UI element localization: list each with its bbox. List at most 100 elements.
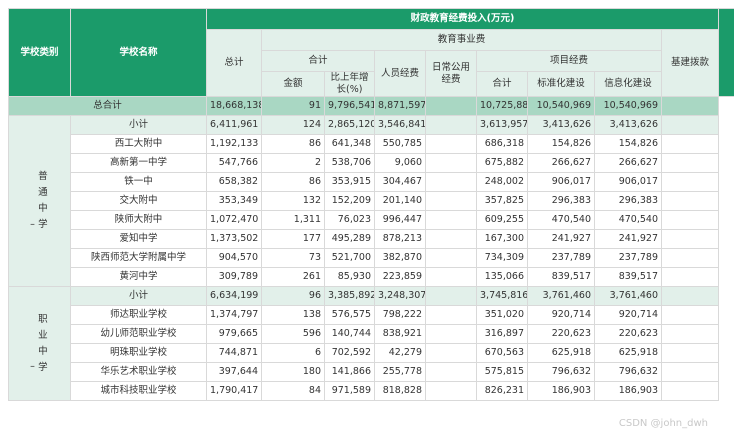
cell-personnel: 495,289 bbox=[324, 229, 375, 249]
subtotal-infra: 3,761,460 bbox=[594, 286, 662, 306]
header-subtotal-group: 合计 bbox=[261, 50, 375, 72]
category-label: 职业中学 bbox=[38, 313, 48, 373]
school-name-cell: 铁一中 bbox=[70, 172, 207, 192]
cell-standard: 351,020 bbox=[476, 305, 528, 325]
overflow-cell bbox=[660, 248, 720, 268]
cell-growth: 86 bbox=[261, 134, 325, 154]
overflow-cell bbox=[660, 343, 720, 363]
table-body: 总合计 18,668,138 91 9,796,541 8,871,597 10… bbox=[8, 96, 734, 401]
cell-total: 658,382 bbox=[206, 172, 262, 192]
school-name-cell: 明珠职业学校 bbox=[70, 343, 207, 363]
cell-personnel: 85,930 bbox=[324, 267, 375, 287]
cell-daily: 255,778 bbox=[374, 362, 426, 382]
cell-standard: 575,815 bbox=[476, 362, 528, 382]
cell-standard: 826,231 bbox=[476, 381, 528, 401]
cell-personnel: 152,209 bbox=[324, 191, 375, 211]
cell-total: 1,192,133 bbox=[206, 134, 262, 154]
overflow-cell bbox=[660, 324, 720, 344]
subtotal-personnel: 2,865,120 bbox=[324, 115, 375, 135]
cell-info: 186,903 bbox=[527, 381, 595, 401]
subtotal-label: 小计 bbox=[70, 115, 207, 135]
cell-growth: 138 bbox=[261, 305, 325, 325]
cell-total: 309,789 bbox=[206, 267, 262, 287]
cell-total: 397,644 bbox=[206, 362, 262, 382]
overflow-cell bbox=[660, 210, 720, 230]
cell-growth: 177 bbox=[261, 229, 325, 249]
cell-project_total bbox=[425, 172, 477, 192]
header-overflow-col bbox=[718, 8, 734, 97]
subtotal-total: 6,411,961 bbox=[206, 115, 262, 135]
cell-project_total bbox=[425, 248, 477, 268]
header-finance-input: 财政教育经费投入(万元) bbox=[205, 8, 720, 30]
cell-personnel: 140,744 bbox=[324, 324, 375, 344]
table-row: 城市科技职业学校 1,790,417 84 971,589 818,828 826,231… bbox=[9, 381, 734, 401]
overflow-cell bbox=[660, 267, 720, 287]
cell-personnel: 521,700 bbox=[324, 248, 375, 268]
overflow-cell bbox=[660, 305, 720, 325]
overflow-cell bbox=[660, 153, 720, 173]
cell-standard: 248,002 bbox=[476, 172, 528, 192]
cell-personnel: 76,023 bbox=[324, 210, 375, 230]
table-row: 高新第一中学 547,766 2 538,706 9,060 675,882 266,627… bbox=[9, 153, 734, 173]
cell-infra: 186,903 bbox=[594, 381, 662, 401]
header-personnel: 人员经费 bbox=[374, 50, 426, 97]
cell-info: 237,789 bbox=[527, 248, 595, 268]
table-row: 师达职业学校 1,374,797 138 576,575 798,222 351,020 9… bbox=[9, 305, 734, 325]
overflow-cell bbox=[660, 191, 720, 211]
subtotal-project_total bbox=[425, 286, 477, 306]
cell-daily: 878,213 bbox=[374, 229, 426, 249]
school-name-cell: 爱知中学 bbox=[70, 229, 207, 249]
cell-personnel: 141,866 bbox=[324, 362, 375, 382]
cell-infra: 220,623 bbox=[594, 324, 662, 344]
header-informatization: 信息化建设 bbox=[594, 71, 662, 97]
cell-total: 547,766 bbox=[206, 153, 262, 173]
cell-standard: 734,309 bbox=[476, 248, 528, 268]
subtotal-row: –普通中学 小计 6,411,961 124 2,865,120 3,546,841 3,6… bbox=[8, 115, 734, 287]
overflow-cell bbox=[660, 229, 720, 249]
cell-personnel: 576,575 bbox=[324, 305, 375, 325]
grand-total-growth: 91 bbox=[261, 96, 325, 116]
cell-infra: 296,383 bbox=[594, 191, 662, 211]
category-cell: –普通中学 bbox=[8, 115, 71, 287]
cell-total: 904,570 bbox=[206, 248, 262, 268]
cell-project_total bbox=[425, 134, 477, 154]
cell-info: 220,623 bbox=[527, 324, 595, 344]
collapse-marker[interactable]: – bbox=[30, 218, 35, 230]
cell-total: 1,373,502 bbox=[206, 229, 262, 249]
cell-growth: 132 bbox=[261, 191, 325, 211]
cell-project_total bbox=[425, 229, 477, 249]
cell-daily: 223,859 bbox=[374, 267, 426, 287]
cell-growth: 1,311 bbox=[261, 210, 325, 230]
header-project-total: 合计 bbox=[476, 71, 528, 97]
cell-infra: 237,789 bbox=[594, 248, 662, 268]
subtotal-label: 小计 bbox=[70, 286, 207, 306]
subtotal-growth: 96 bbox=[261, 286, 325, 306]
table-row: 铁一中 658,382 86 353,915 304,467 248,002 906,017… bbox=[9, 172, 734, 192]
cell-infra: 241,927 bbox=[594, 229, 662, 249]
header-project-funds: 项目经费 bbox=[476, 50, 662, 72]
subtotal-growth: 124 bbox=[261, 115, 325, 135]
subtotal-personnel: 3,385,892 bbox=[324, 286, 375, 306]
school-name-cell: 华乐艺术职业学校 bbox=[70, 362, 207, 382]
subtotal-daily: 3,546,841 bbox=[374, 115, 426, 135]
cell-daily: 9,060 bbox=[374, 153, 426, 173]
subtotal-infra: 3,413,626 bbox=[594, 115, 662, 135]
cell-info: 154,826 bbox=[527, 134, 595, 154]
school-name-cell: 城市科技职业学校 bbox=[70, 381, 207, 401]
cell-growth: 596 bbox=[261, 324, 325, 344]
school-name-cell: 交大附中 bbox=[70, 191, 207, 211]
grand-total-project-total bbox=[425, 96, 477, 116]
collapse-marker[interactable]: – bbox=[30, 361, 35, 372]
cell-info: 241,927 bbox=[527, 229, 595, 249]
cell-project_total bbox=[425, 381, 477, 401]
cell-infra: 906,017 bbox=[594, 172, 662, 192]
header-amount: 金额 bbox=[261, 71, 325, 97]
cell-project_total bbox=[425, 324, 477, 344]
overflow-cell bbox=[660, 172, 720, 192]
cell-daily: 838,921 bbox=[374, 324, 426, 344]
cell-standard: 675,882 bbox=[476, 153, 528, 173]
table-row: 西工大附中 1,192,133 86 641,348 550,785 686,318 154… bbox=[9, 134, 734, 154]
header-school-type: 学校类别 bbox=[8, 8, 71, 97]
cell-project_total bbox=[425, 191, 477, 211]
cell-info: 470,540 bbox=[527, 210, 595, 230]
